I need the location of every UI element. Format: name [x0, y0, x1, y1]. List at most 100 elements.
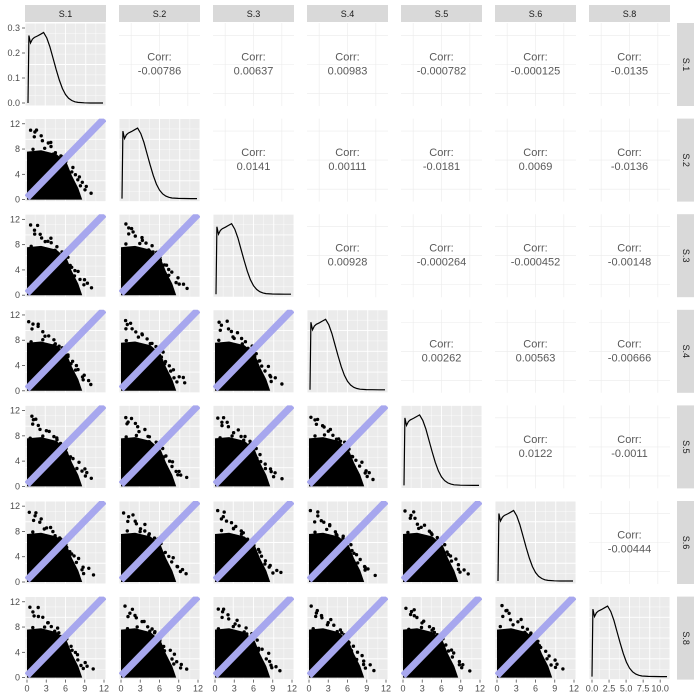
scatter-point	[29, 340, 33, 344]
scatter-point	[237, 348, 241, 353]
y-tick-label: 4	[15, 552, 20, 562]
scatter-point	[331, 433, 335, 437]
scatter-point	[81, 378, 85, 382]
x-tick-label: 12	[99, 684, 109, 694]
corr-value: -0.000452	[511, 257, 561, 269]
scatter-content	[213, 596, 294, 679]
panel-S.1-S.1	[24, 22, 107, 107]
scatter-point	[72, 274, 77, 278]
strip-top-S.1	[25, 5, 106, 22]
scatter-point	[163, 362, 167, 366]
panel-S.1-S.4: Corr: 0.00983	[307, 23, 388, 106]
scatter-point	[176, 473, 180, 477]
corr-value: -0.0181	[423, 161, 460, 173]
scatter-content	[119, 309, 200, 392]
scatter-point	[360, 460, 364, 464]
scatter-point	[70, 552, 74, 556]
scatter-point	[27, 510, 31, 514]
scatter-point	[184, 572, 188, 576]
strip-top-S.4	[307, 5, 388, 22]
scatter-point	[68, 455, 73, 459]
scatter-point	[458, 570, 462, 574]
scatter-point	[501, 614, 505, 619]
diagonal-band	[213, 309, 294, 392]
corr-value: -0.0011	[611, 448, 648, 460]
scatter-point	[246, 346, 250, 350]
scatter-point	[167, 273, 171, 277]
corr-label: Corr:	[617, 147, 641, 159]
scatter-point	[66, 354, 70, 359]
strip-right-label: S.2	[681, 153, 691, 167]
x-tick-label: 3	[514, 684, 519, 694]
scatter-point	[345, 546, 350, 551]
strip-top-label: S.3	[247, 9, 261, 19]
scatter-point	[549, 663, 553, 667]
scatter-point	[263, 462, 267, 466]
corr-value: 0.00563	[516, 352, 556, 364]
scatter-point	[444, 643, 448, 647]
scatter-point	[73, 368, 78, 372]
scatter-point	[86, 378, 91, 383]
scatter-point	[124, 435, 128, 439]
y-tick-label: 12	[10, 597, 20, 607]
scatter-point	[31, 625, 35, 630]
scatter-point	[123, 604, 127, 608]
scatter-point	[267, 659, 272, 664]
diagonal-band	[25, 596, 106, 679]
scatter-point	[319, 519, 323, 523]
scatter-point	[41, 434, 45, 438]
scatter-point	[320, 424, 325, 428]
scatter-point	[38, 232, 42, 236]
scatter-point	[271, 571, 275, 575]
scatter-point	[253, 354, 257, 359]
scatter-point	[462, 568, 466, 572]
x-tick-label: 12	[381, 684, 391, 694]
x-tick-label: 3	[420, 684, 425, 694]
scatter-point	[44, 429, 49, 433]
scatter-point	[315, 608, 319, 613]
scatter-point	[236, 428, 240, 432]
scatter-point	[130, 327, 134, 331]
scatter-point	[553, 658, 557, 662]
panel-S.2-S.1	[24, 118, 107, 203]
diagonal-band	[25, 214, 106, 296]
scatter-point	[230, 434, 234, 438]
scatter-point	[185, 475, 189, 480]
scatter-point	[252, 642, 256, 647]
scatter-point	[121, 511, 126, 515]
corr-value: -0.00444	[608, 544, 651, 556]
scatter-point	[268, 467, 273, 471]
scatter-content	[401, 501, 482, 583]
panel-S.6-S.6	[494, 500, 577, 585]
scatter-point	[219, 528, 224, 533]
scatter-point	[373, 573, 377, 578]
scatter-point	[371, 477, 375, 482]
scatter-point	[53, 629, 57, 633]
diagonal-band	[401, 596, 482, 679]
scatter-point	[83, 474, 88, 478]
scatter-point	[175, 380, 179, 384]
scatter-point	[81, 571, 86, 576]
scatter-point	[218, 328, 222, 332]
scatter-point	[147, 435, 152, 439]
x-tick-label: 9	[176, 684, 181, 694]
scatter-point	[49, 159, 54, 163]
scatter-point	[409, 609, 414, 614]
scatter-point	[445, 550, 449, 554]
panel-S.3-S.5: Corr: -0.000264	[401, 214, 482, 298]
scatter-point	[36, 605, 40, 610]
panel-S.3-S.8: Corr: -0.00148	[589, 214, 670, 298]
scatter-point	[449, 559, 454, 563]
scatter-point	[181, 375, 185, 380]
panel-S.5-S.5	[400, 404, 483, 489]
scatter-point	[133, 234, 137, 238]
scatter-point	[170, 657, 174, 661]
panel-S.3-S.2	[118, 213, 201, 298]
corr-label: Corr:	[523, 434, 547, 446]
strip-right-label: S.1	[681, 58, 691, 72]
strip-right-S.3	[677, 214, 694, 298]
scatter-point	[150, 244, 154, 248]
scatter-point	[235, 618, 239, 622]
scatter-point	[129, 226, 134, 231]
scatter-point	[71, 456, 75, 461]
